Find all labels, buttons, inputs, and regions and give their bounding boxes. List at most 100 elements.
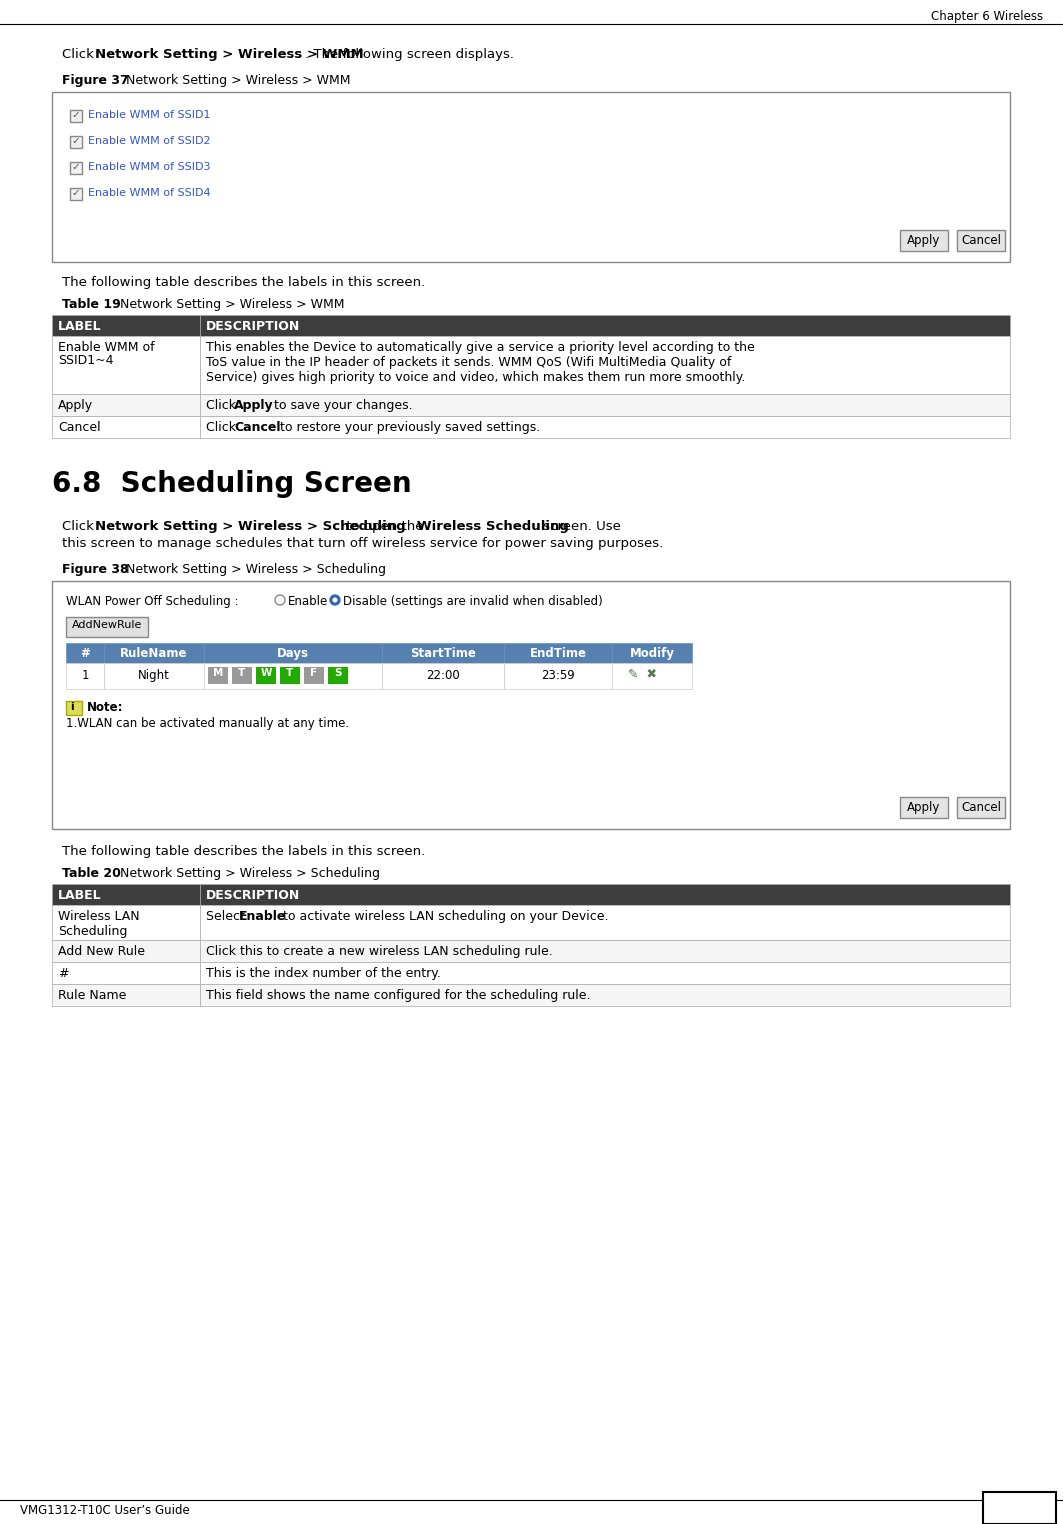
Bar	[200, 962, 1010, 985]
Text: Table 20: Table 20	[62, 867, 121, 879]
Bar	[304, 668, 324, 684]
Text: 71: 71	[1005, 1503, 1033, 1522]
Bar	[200, 985, 1010, 1006]
Text: Click: Click	[206, 399, 240, 411]
Text: 23:59: 23:59	[541, 669, 575, 683]
Text: Enable WMM of SSID1: Enable WMM of SSID1	[88, 110, 210, 120]
Text: Figure 37: Figure 37	[62, 75, 129, 87]
Circle shape	[333, 597, 337, 602]
Bar	[52, 416, 200, 437]
Text: Night: Night	[138, 669, 170, 683]
Text: The following table describes the labels in this screen.: The following table describes the labels…	[62, 276, 425, 290]
Text: Network Setting > Wireless > Scheduling: Network Setting > Wireless > Scheduling	[118, 562, 386, 576]
Text: T: T	[238, 668, 246, 678]
Text: Note:: Note:	[87, 701, 123, 715]
Bar	[66, 617, 148, 637]
Text: Enable WMM of SSID4: Enable WMM of SSID4	[88, 187, 210, 198]
Bar	[66, 701, 82, 715]
Bar	[200, 395, 1010, 416]
Text: This is the index number of the entry.: This is the index number of the entry.	[206, 968, 441, 980]
Text: ✓: ✓	[71, 162, 80, 172]
Bar	[612, 643, 692, 663]
Bar	[52, 940, 200, 962]
Text: Figure 38: Figure 38	[62, 562, 129, 576]
Text: Wireless Scheduling: Wireless Scheduling	[417, 520, 569, 533]
Bar	[504, 663, 612, 689]
Bar	[52, 315, 200, 335]
Text: Cancel: Cancel	[234, 421, 281, 434]
Text: Chapter 6 Wireless: Chapter 6 Wireless	[931, 11, 1043, 23]
Text: ✓: ✓	[71, 136, 80, 146]
Text: DESCRIPTION: DESCRIPTION	[206, 320, 300, 334]
Text: Enable WMM of SSID2: Enable WMM of SSID2	[88, 136, 210, 146]
Circle shape	[330, 594, 340, 605]
Text: EndTime: EndTime	[529, 648, 587, 660]
Text: Wireless LAN
Scheduling: Wireless LAN Scheduling	[58, 910, 139, 937]
Text: i: i	[70, 703, 73, 712]
Text: . The following screen displays.: . The following screen displays.	[305, 47, 514, 61]
Text: Enable: Enable	[288, 594, 328, 608]
Text: Click: Click	[62, 520, 98, 533]
Text: WLAN Power Off Scheduling :: WLAN Power Off Scheduling :	[66, 594, 238, 608]
Text: Apply: Apply	[908, 235, 941, 247]
Text: Enable: Enable	[239, 910, 286, 924]
Bar	[204, 663, 382, 689]
Bar	[70, 187, 82, 200]
Bar	[200, 905, 1010, 940]
Bar	[200, 416, 1010, 437]
Text: to save your changes.: to save your changes.	[270, 399, 412, 411]
Bar	[52, 395, 200, 416]
Bar	[504, 643, 612, 663]
Text: screen. Use: screen. Use	[539, 520, 621, 533]
Bar	[52, 985, 200, 1006]
Text: W: W	[260, 668, 272, 678]
Text: 6.8  Scheduling Screen: 6.8 Scheduling Screen	[52, 469, 411, 498]
Text: to activate wireless LAN scheduling on your Device.: to activate wireless LAN scheduling on y…	[279, 910, 608, 924]
Text: ✓: ✓	[71, 187, 80, 198]
Bar	[200, 884, 1010, 905]
Text: F: F	[310, 668, 318, 678]
Text: LABEL: LABEL	[58, 888, 102, 902]
Text: Apply: Apply	[908, 802, 941, 814]
Bar	[204, 643, 382, 663]
Text: Click this to create a new wireless LAN scheduling rule.: Click this to create a new wireless LAN …	[206, 945, 553, 959]
Text: Network Setting > Wireless > WMM: Network Setting > Wireless > WMM	[95, 47, 364, 61]
Bar	[52, 335, 200, 395]
Text: Table 19: Table 19	[62, 299, 121, 311]
Bar	[957, 230, 1005, 251]
Text: Cancel: Cancel	[961, 235, 1001, 247]
Text: Network Setting > Wireless > Scheduling: Network Setting > Wireless > Scheduling	[95, 520, 406, 533]
Circle shape	[275, 594, 285, 605]
Text: ✎  ✖: ✎ ✖	[620, 668, 657, 681]
Text: This enables the Device to automatically give a service a priority level accordi: This enables the Device to automatically…	[206, 341, 755, 384]
Bar	[52, 905, 200, 940]
Text: Network Setting > Wireless > WMM: Network Setting > Wireless > WMM	[118, 75, 351, 87]
Bar	[232, 668, 252, 684]
Text: Apply: Apply	[234, 399, 273, 411]
Text: #: #	[80, 648, 90, 660]
Text: Select: Select	[206, 910, 249, 924]
Text: T: T	[286, 668, 293, 678]
Bar	[280, 668, 300, 684]
Text: Rule Name: Rule Name	[58, 989, 126, 1001]
Text: Click: Click	[62, 47, 98, 61]
Text: Apply: Apply	[58, 399, 94, 411]
Text: Disable (settings are invalid when disabled): Disable (settings are invalid when disab…	[343, 594, 603, 608]
Text: AddNewRule: AddNewRule	[72, 620, 142, 629]
Text: Modify: Modify	[629, 648, 675, 660]
Text: Click: Click	[206, 421, 240, 434]
Text: Add New Rule: Add New Rule	[58, 945, 145, 959]
Bar	[900, 230, 948, 251]
Text: this screen to manage schedules that turn off wireless service for power saving : this screen to manage schedules that tur…	[62, 536, 663, 550]
Bar	[52, 884, 200, 905]
Text: StartTime: StartTime	[410, 648, 476, 660]
Text: Cancel: Cancel	[961, 802, 1001, 814]
Bar	[66, 643, 104, 663]
Bar	[200, 315, 1010, 335]
Text: This field shows the name configured for the scheduling rule.: This field shows the name configured for…	[206, 989, 591, 1001]
Bar	[900, 797, 948, 818]
Text: RuleName: RuleName	[120, 648, 188, 660]
Bar	[70, 136, 82, 148]
Bar	[382, 663, 504, 689]
Text: ✓: ✓	[71, 110, 80, 120]
